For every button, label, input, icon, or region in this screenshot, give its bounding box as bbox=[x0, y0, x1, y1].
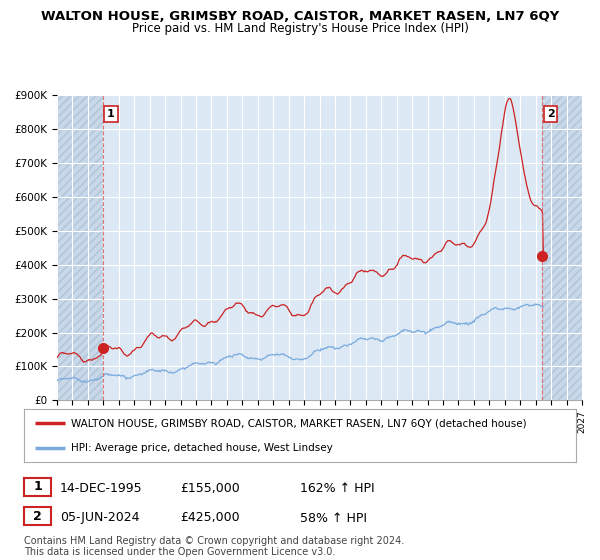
Text: 1: 1 bbox=[33, 480, 42, 493]
Text: 1: 1 bbox=[107, 109, 115, 119]
Text: 14-DEC-1995: 14-DEC-1995 bbox=[60, 482, 143, 495]
Text: WALTON HOUSE, GRIMSBY ROAD, CAISTOR, MARKET RASEN, LN7 6QY: WALTON HOUSE, GRIMSBY ROAD, CAISTOR, MAR… bbox=[41, 10, 559, 23]
Text: £155,000: £155,000 bbox=[180, 482, 240, 495]
Text: 58% ↑ HPI: 58% ↑ HPI bbox=[300, 511, 367, 525]
Text: HPI: Average price, detached house, West Lindsey: HPI: Average price, detached house, West… bbox=[71, 442, 332, 452]
Bar bbox=[542, 95, 582, 400]
Text: £425,000: £425,000 bbox=[180, 511, 239, 525]
Text: Contains HM Land Registry data © Crown copyright and database right 2024.
This d: Contains HM Land Registry data © Crown c… bbox=[24, 535, 404, 557]
Text: 162% ↑ HPI: 162% ↑ HPI bbox=[300, 482, 374, 495]
Text: 2: 2 bbox=[33, 510, 42, 523]
Text: 05-JUN-2024: 05-JUN-2024 bbox=[60, 511, 139, 525]
Text: WALTON HOUSE, GRIMSBY ROAD, CAISTOR, MARKET RASEN, LN7 6QY (detached house): WALTON HOUSE, GRIMSBY ROAD, CAISTOR, MAR… bbox=[71, 418, 527, 428]
Bar bbox=[542, 95, 582, 400]
Text: 2: 2 bbox=[547, 109, 554, 119]
Bar bbox=[57, 95, 103, 400]
Text: Price paid vs. HM Land Registry's House Price Index (HPI): Price paid vs. HM Land Registry's House … bbox=[131, 22, 469, 35]
Bar bbox=[57, 95, 103, 400]
